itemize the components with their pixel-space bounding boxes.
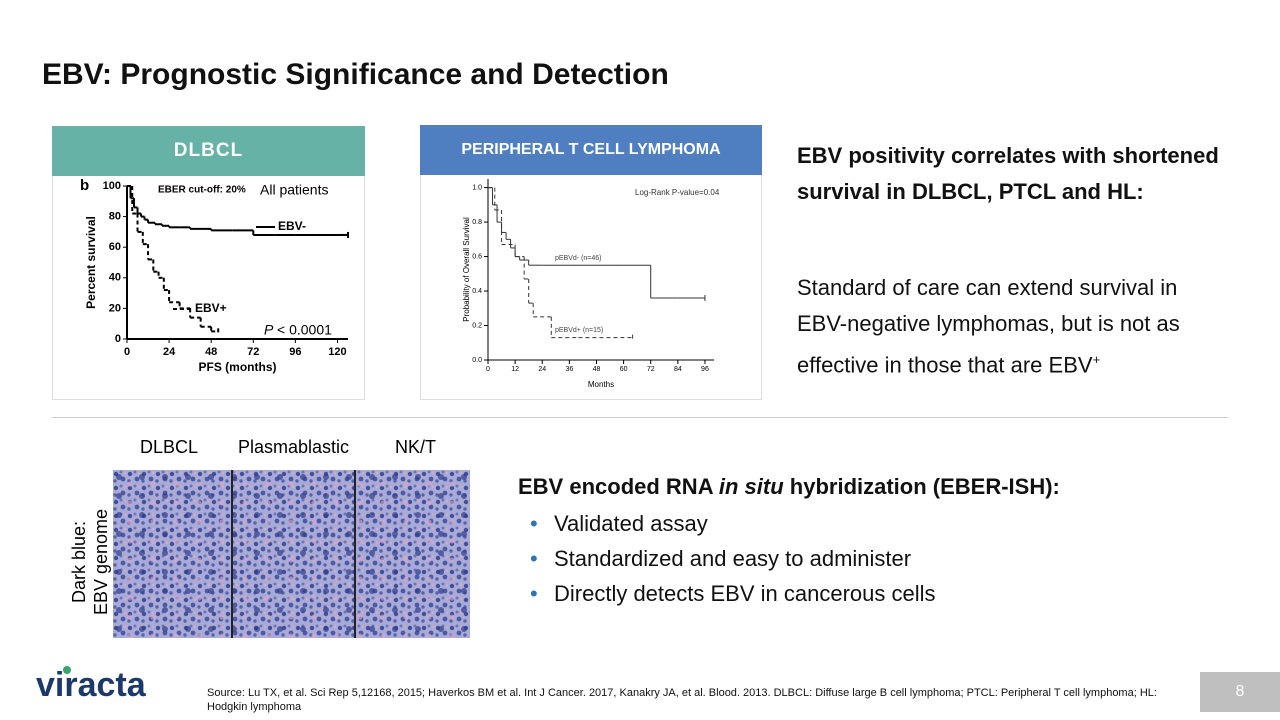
y-tick-label: 60	[109, 241, 121, 253]
x-tick-label: 48	[593, 366, 601, 373]
y-tick-label: 0	[115, 333, 121, 345]
source-note: Source: Lu TX, et al. Sci Rep 5,12168, 2…	[207, 687, 1157, 713]
y-axis-label: Probability of Overall Survival	[462, 217, 471, 322]
bullet: Directly detects EBV in cancerous cells	[518, 581, 936, 607]
y-tick-label: 0.8	[472, 219, 482, 226]
page-number: 8	[1200, 672, 1280, 712]
findings-body: Standard of care can extend survival in …	[797, 270, 1227, 383]
km-chart: 0 20 40 60 80 100 0 24 48 72 96 120 PFS (months) Perc…	[80, 177, 349, 374]
subtitle: All patients	[260, 182, 328, 198]
y-tick-label: 0.6	[472, 253, 482, 260]
side-label-line: Dark blue:	[69, 520, 89, 604]
y-tick-label: 0.2	[472, 322, 482, 329]
logo: viracta	[36, 666, 147, 704]
x-axis-label: Months	[588, 380, 614, 389]
x-tick-label: 96	[701, 366, 709, 373]
ish-images	[113, 470, 470, 638]
heading-part: in situ	[718, 474, 784, 499]
x-tick-label: 24	[538, 366, 546, 373]
x-tick-label: 36	[565, 366, 573, 373]
x-tick-label: 72	[247, 346, 259, 358]
side-label: Dark blue: EBV genome	[68, 442, 112, 682]
x-tick-label: 120	[328, 346, 346, 358]
column-label: Plasmablastic	[238, 437, 350, 457]
x-tick-label: 0	[486, 366, 490, 373]
legend-label: pEBVd- (n=46)	[555, 255, 602, 262]
p-text: < 0.0001	[277, 322, 332, 338]
legend-label: pEBVd+ (n=15)	[555, 327, 603, 334]
x-tick-label: 96	[289, 346, 301, 358]
divider	[52, 417, 1228, 418]
legend-label: EBV+	[195, 301, 227, 315]
bullet: Validated assay	[518, 511, 936, 537]
y-tick-label: 100	[103, 180, 121, 192]
logo-text: viracta	[36, 666, 147, 704]
y-tick-label: 1.0	[472, 184, 482, 191]
km-chart: 0.0 0.2 0.4 0.6 0.8 1.0 0 12 24 36 48 60 72 84 96 Month…	[462, 179, 720, 389]
superscript: +	[1092, 352, 1101, 367]
side-label-line: EBV genome	[91, 508, 111, 616]
panel-label: b	[80, 177, 89, 194]
slide-title: EBV: Prognostic Significance and Detecti…	[42, 58, 669, 91]
x-tick-label: 0	[124, 346, 130, 358]
findings-heading: EBV positivity correlates with shortened…	[797, 143, 1219, 204]
column-label: DLBCL	[140, 437, 199, 457]
logo-dot	[63, 666, 71, 674]
y-tick-label: 40	[109, 272, 121, 284]
annotation: Log-Rank P-value=0.04	[635, 188, 720, 197]
heading-part: EBV encoded RNA	[518, 474, 719, 499]
x-tick-label: 24	[163, 346, 176, 358]
x-tick-label: 12	[511, 366, 519, 373]
x-axis-label: PFS (months)	[199, 360, 277, 374]
body-text: Standard of care can extend survival in …	[797, 275, 1180, 378]
bullet: Standardized and easy to administer	[518, 546, 936, 572]
annotation: EBER cut-off: 20%	[158, 185, 246, 196]
y-tick-label: 20	[109, 302, 121, 314]
ish-heading: EBV encoded RNA in situ hybridization (E…	[518, 474, 1060, 500]
heading-part: hybridization (EBER-ISH):	[783, 474, 1060, 499]
bullet-list: Validated assay Standardized and easy to…	[518, 511, 936, 616]
y-tick-label: 0.4	[472, 288, 482, 295]
tissue-texture	[113, 470, 470, 638]
x-tick-label: 60	[620, 366, 628, 373]
column-label: NK/T	[395, 437, 437, 457]
x-tick-label: 48	[205, 346, 217, 358]
x-tick-label: 84	[674, 366, 682, 373]
y-tick-label: 0.0	[472, 357, 482, 364]
legend-label: EBV-	[278, 219, 306, 233]
chart-header: PERIPHERAL T CELL LYMPHOMA	[420, 125, 762, 175]
y-axis-label: Percent survival	[84, 216, 98, 309]
y-tick-label: 80	[109, 211, 121, 223]
p-label: P	[264, 322, 274, 338]
chart-header: DLBCL	[52, 126, 365, 176]
x-tick-label: 72	[647, 366, 655, 373]
